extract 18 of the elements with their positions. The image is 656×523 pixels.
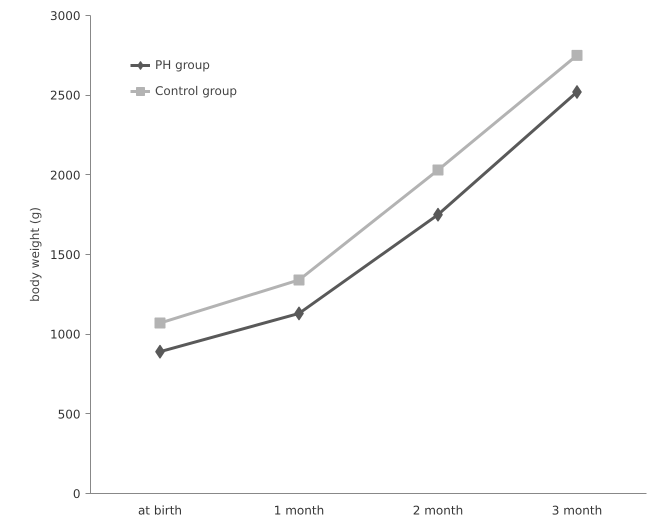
y-tick-label: 500 [58, 407, 80, 422]
point [432, 164, 444, 176]
legend-label: Control group [155, 84, 238, 98]
x-tick-label: 2 month [412, 504, 464, 518]
y-axis-title: body weight (g) [28, 207, 42, 302]
point [572, 50, 582, 61]
point [294, 274, 304, 286]
y-tick-label: 2500 [50, 88, 81, 103]
y-tick-label: 1000 [50, 328, 81, 342]
y-tick-label: 2000 [50, 168, 81, 182]
y-tick-label: 1500 [50, 248, 81, 262]
legend-label: PH group [155, 58, 210, 72]
x-tick-label: 3 month [552, 504, 602, 518]
point [154, 318, 166, 329]
y-tick-label: 0 [72, 487, 81, 501]
x-tick-label: 1 month [274, 504, 324, 518]
x-tick-label: at birth [138, 504, 182, 518]
y-tick-label: 3000 [50, 9, 81, 23]
